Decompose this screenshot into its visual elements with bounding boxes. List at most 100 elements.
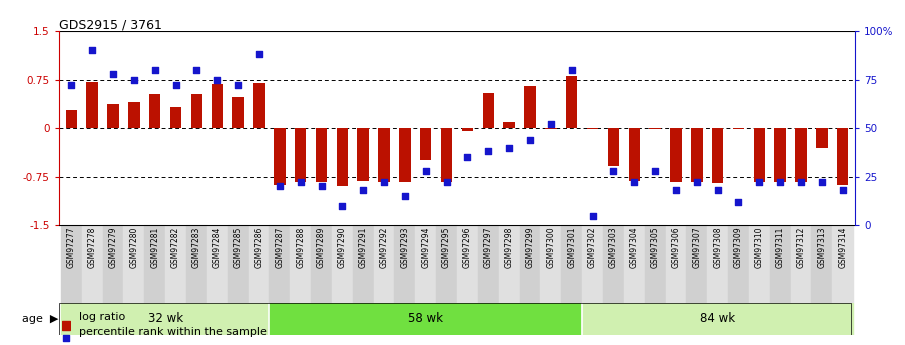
Text: GSM97297: GSM97297 [484,227,493,268]
Bar [337,128,348,186]
Bar [61,225,81,303]
Bar [671,128,681,182]
Text: log ratio: log ratio [72,312,126,322]
Point [606,168,621,174]
Point [106,71,120,77]
Point [710,187,725,193]
Text: GSM97280: GSM97280 [129,227,138,268]
Text: GSM97298: GSM97298 [505,227,514,268]
Bar [374,225,395,303]
Bar [733,128,744,129]
Point [148,67,162,73]
Text: GSM97294: GSM97294 [421,227,430,268]
Point [314,184,329,189]
Text: GSM97285: GSM97285 [233,227,243,268]
Point [418,168,433,174]
Bar [712,128,723,183]
Text: GSM97286: GSM97286 [254,227,263,268]
Text: GSM97283: GSM97283 [192,227,201,268]
Text: age  ▶: age ▶ [22,314,59,324]
Point [397,193,412,199]
Bar [540,225,561,303]
Bar [420,128,432,160]
Bar [253,83,264,128]
Bar [441,128,452,182]
Bar [415,225,436,303]
Bar [545,128,557,129]
Point [85,48,100,53]
Bar [249,225,270,303]
Text: GSM97313: GSM97313 [817,227,826,268]
Text: 32 wk: 32 wk [148,312,183,325]
Bar [212,84,223,128]
Bar [270,225,291,303]
Text: GSM97301: GSM97301 [567,227,576,268]
Bar [482,92,494,128]
Point [168,83,183,88]
Point [376,180,391,185]
Bar [357,128,369,181]
Bar [644,225,665,303]
Text: GSM97288: GSM97288 [296,227,305,268]
Bar [311,225,332,303]
Bar [566,76,577,128]
Text: GSM97290: GSM97290 [338,227,347,268]
Text: GSM97282: GSM97282 [171,227,180,268]
Bar [812,225,833,303]
Text: GSM97289: GSM97289 [317,227,326,268]
Text: GSM97302: GSM97302 [588,227,597,268]
Bar [561,225,582,303]
Point [461,155,475,160]
Bar [582,225,603,303]
Bar [478,225,499,303]
Bar [233,97,243,128]
Text: 84 wk: 84 wk [700,312,735,325]
Point [752,180,767,185]
Bar [191,95,202,128]
Point [231,83,245,88]
Bar [607,128,619,166]
Bar [436,225,457,303]
Text: GSM97299: GSM97299 [526,227,535,268]
Bar [274,128,286,185]
Text: percentile rank within the sample: percentile rank within the sample [72,327,267,337]
Bar [186,225,207,303]
Bar [270,303,582,335]
Bar [837,128,849,185]
Bar [624,225,644,303]
Text: GSM97293: GSM97293 [400,227,409,268]
Bar [650,128,661,129]
Point [481,149,496,154]
Bar [170,107,181,128]
Bar [749,225,770,303]
Bar [628,128,640,181]
Text: GSM97284: GSM97284 [213,227,222,268]
Text: GSM97278: GSM97278 [88,227,97,268]
Point [835,187,850,193]
Text: GSM97308: GSM97308 [713,227,722,268]
Text: GSM97311: GSM97311 [776,227,785,268]
Bar [754,128,765,182]
Bar [144,225,165,303]
Point [59,336,73,341]
Point [648,168,662,174]
Text: GSM97287: GSM97287 [275,227,284,268]
Bar [149,95,160,128]
Point [690,180,704,185]
Point [565,67,579,73]
Point [127,77,141,82]
Point [586,213,600,218]
Bar [399,128,411,183]
Point [627,180,642,185]
Point [335,203,349,209]
Point [210,77,224,82]
Bar [129,102,139,128]
Text: GDS2915 / 3761: GDS2915 / 3761 [59,19,162,32]
Bar [62,321,70,330]
Point [272,184,287,189]
Bar [332,225,353,303]
Text: GSM97305: GSM97305 [651,227,660,268]
Bar [65,110,77,128]
Text: GSM97295: GSM97295 [443,227,451,268]
Bar [353,225,374,303]
